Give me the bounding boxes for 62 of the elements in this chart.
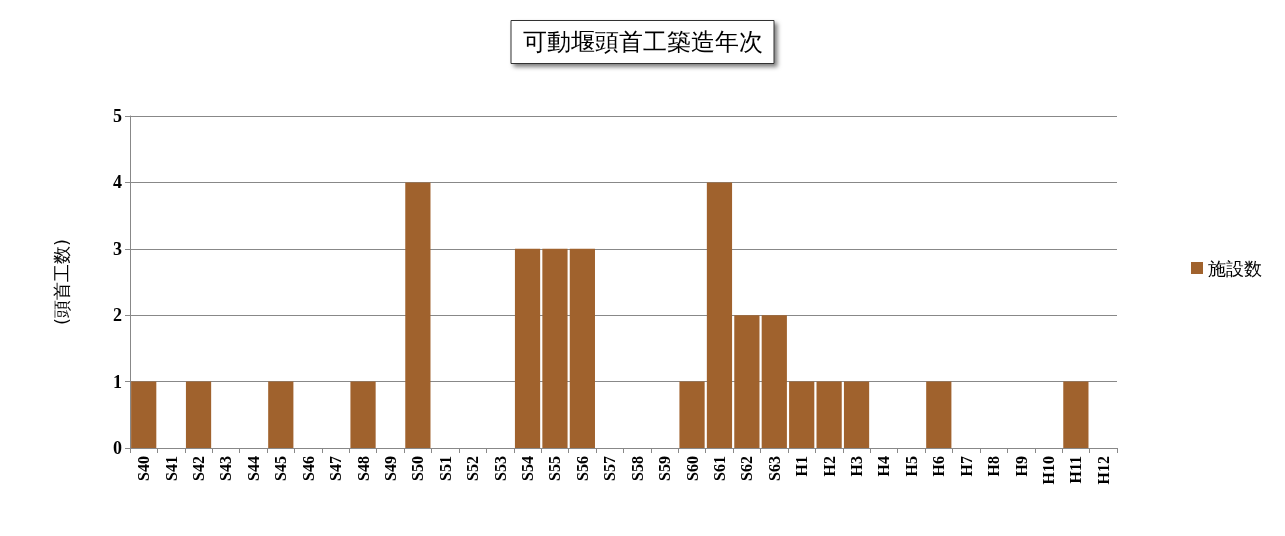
- bar: [734, 315, 760, 448]
- bar: [789, 381, 815, 448]
- x-tick-label: H12: [1094, 456, 1112, 485]
- y-tick-label: 3: [113, 238, 122, 259]
- x-tick-label: H1: [793, 456, 811, 477]
- x-tick-label: S40: [135, 456, 153, 481]
- bar: [761, 315, 787, 448]
- bar: [542, 248, 568, 448]
- x-tick-label: H2: [820, 456, 838, 477]
- x-tick-label: S57: [601, 456, 619, 481]
- x-tick-label: S59: [656, 456, 674, 481]
- x-tick-label: S54: [519, 456, 537, 481]
- x-tick-label: S44: [244, 456, 262, 481]
- x-tick-label: H9: [1012, 456, 1030, 477]
- x-tick-label: H10: [1039, 456, 1057, 485]
- x-tick-label: S61: [710, 456, 728, 481]
- x-tick-label: S49: [381, 456, 399, 481]
- x-tick-label: H6: [930, 456, 948, 477]
- bar: [131, 381, 157, 448]
- chart-title: 可動堰頭首工築造年次: [522, 28, 763, 56]
- x-tick-label: S45: [272, 456, 290, 481]
- legend-label: 施設数: [1208, 257, 1262, 279]
- bar: [679, 381, 705, 448]
- x-tick-label: S56: [573, 456, 591, 481]
- y-tick-label: 2: [113, 305, 122, 326]
- bar: [816, 381, 842, 448]
- bar: [350, 381, 376, 448]
- bar: [569, 248, 595, 448]
- x-tick-label: S43: [217, 456, 235, 481]
- bar: [405, 182, 431, 448]
- x-tick-label: S55: [546, 456, 564, 481]
- bar: [1063, 381, 1089, 448]
- x-tick-label: S60: [683, 456, 701, 481]
- x-tick-label: S42: [190, 456, 208, 481]
- x-tick-label: S62: [738, 456, 756, 481]
- x-tick-label: H8: [985, 456, 1003, 477]
- x-tick-label: S46: [299, 456, 317, 481]
- y-axis-title: (頭首工数): [50, 238, 72, 326]
- x-tick-label: S63: [765, 456, 783, 481]
- x-tick-label: S48: [354, 456, 372, 481]
- x-tick-label: H11: [1067, 456, 1085, 484]
- y-tick-label: 5: [113, 106, 122, 126]
- bar: [706, 182, 733, 448]
- bar: [926, 381, 952, 448]
- x-tick-label: S53: [491, 456, 509, 481]
- x-tick-label: H5: [902, 456, 920, 477]
- x-tick-label: S51: [436, 456, 454, 481]
- x-tick-label: H7: [957, 456, 975, 477]
- x-tick-label: H4: [875, 456, 893, 477]
- x-tick-label: S41: [162, 456, 180, 481]
- bar: [514, 248, 541, 448]
- y-tick-label: 0: [113, 438, 122, 458]
- x-tick-label: S58: [628, 456, 646, 481]
- x-tick-label: S47: [327, 456, 345, 481]
- bar: [268, 381, 294, 448]
- y-tick-label: 1: [113, 371, 122, 392]
- y-tick-label: 4: [113, 172, 122, 193]
- x-tick-label: S50: [409, 456, 427, 481]
- bar: [185, 381, 212, 448]
- x-tick-label: S52: [464, 456, 482, 481]
- x-tick-label: H3: [848, 456, 866, 477]
- bar: [843, 381, 870, 448]
